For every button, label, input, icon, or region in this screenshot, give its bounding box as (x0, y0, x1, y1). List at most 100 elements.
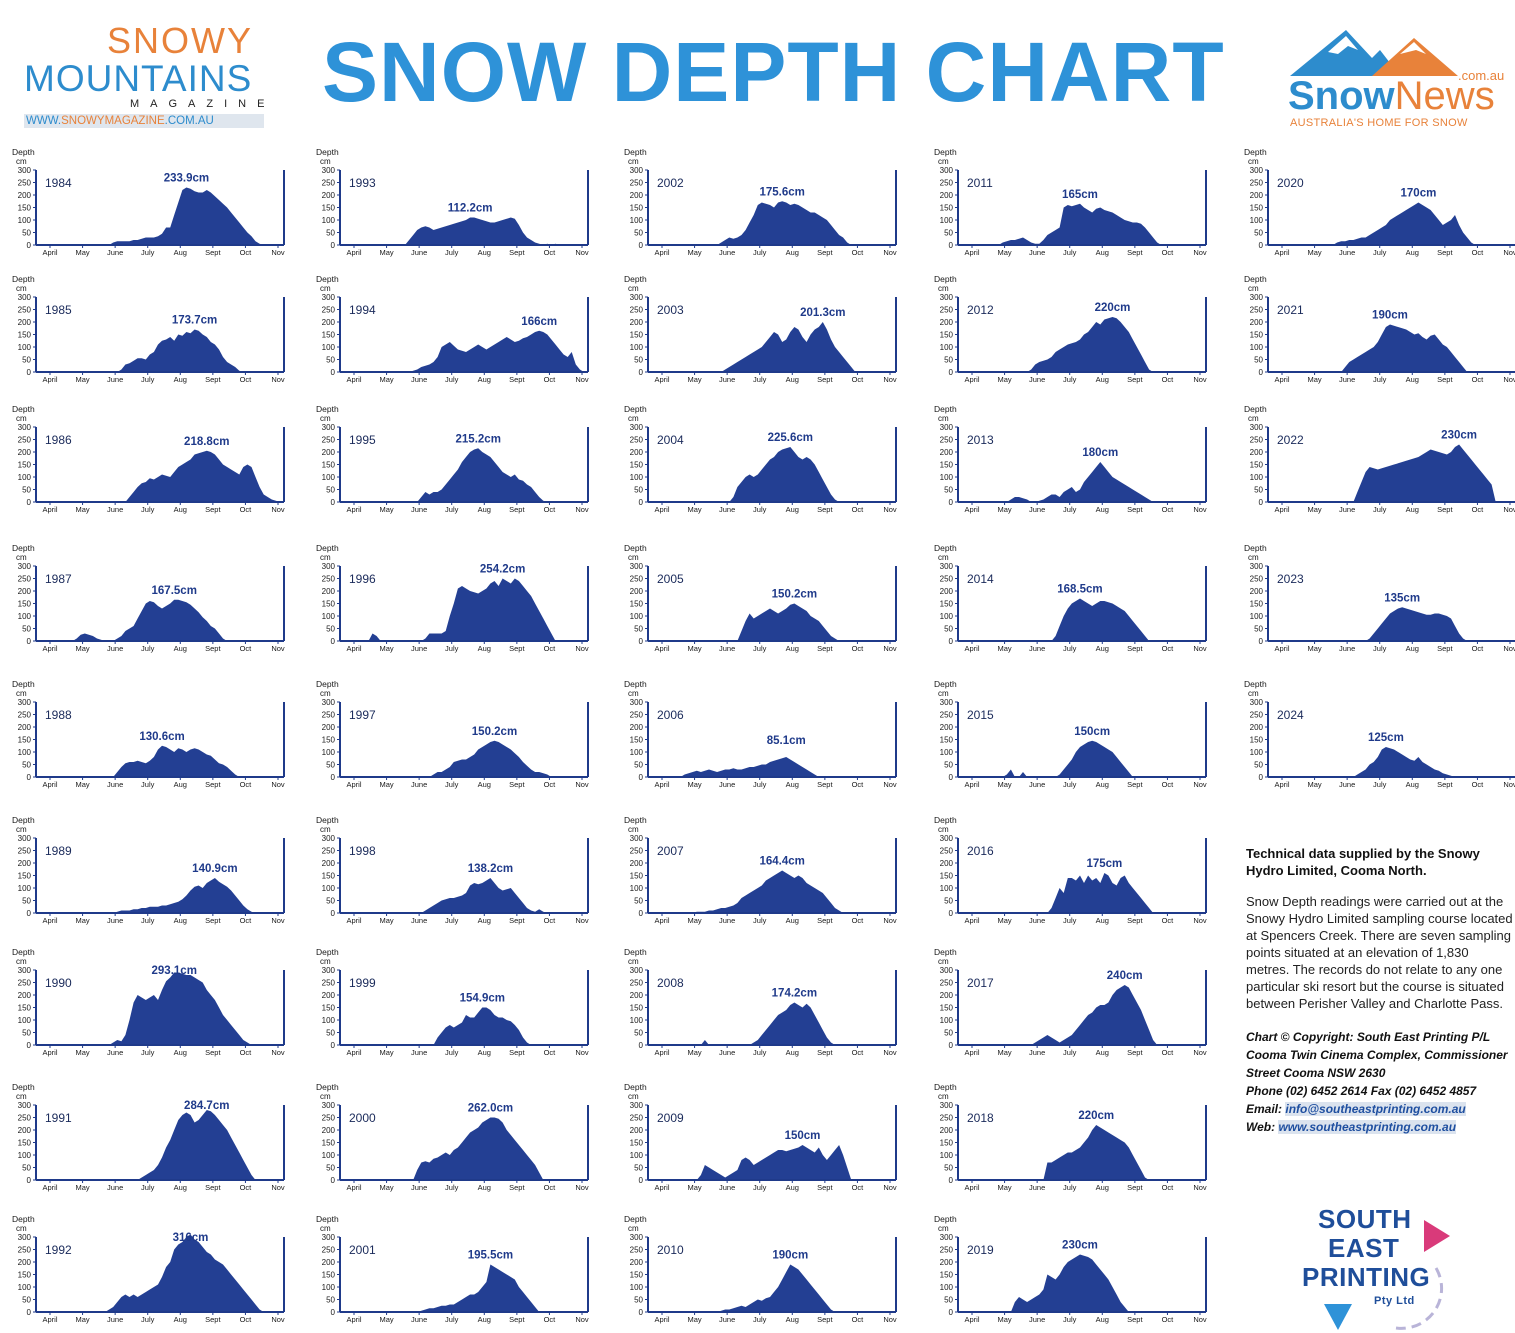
chart-peak-label: 190cm (772, 1250, 808, 1262)
snow-depth-area (958, 203, 1206, 245)
chart-yunit: cm (628, 825, 639, 834)
y-tick-label: 250 (322, 1114, 336, 1123)
y-tick-label: 100 (1250, 612, 1264, 621)
y-tick-label: 100 (940, 612, 954, 621)
snow-depth-area (36, 1234, 284, 1312)
y-tick-label: 150 (940, 600, 954, 609)
y-tick-label: 150 (322, 1139, 336, 1148)
chart-yunit: cm (320, 825, 331, 834)
y-tick-label: 100 (940, 1283, 954, 1292)
y-tick-label: 250 (1250, 436, 1264, 445)
y-tick-label: 0 (1259, 637, 1264, 646)
x-tick-label: July (753, 375, 767, 384)
x-tick-label: Aug (174, 505, 187, 514)
y-tick-label: 0 (331, 1176, 336, 1185)
y-tick-label: 200 (322, 1126, 336, 1135)
y-tick-label: 250 (322, 847, 336, 856)
y-tick-label: 300 (18, 293, 32, 302)
y-tick-label: 100 (630, 343, 644, 352)
x-tick-label: Aug (478, 375, 491, 384)
chart-year: 2007 (657, 844, 684, 858)
chart-year: 2022 (1277, 433, 1304, 447)
x-tick-label: July (1063, 644, 1077, 653)
x-tick-label: April (42, 1315, 57, 1324)
chart-year: 2023 (1277, 572, 1304, 586)
x-tick-label: June (719, 916, 735, 925)
y-tick-label: 50 (944, 625, 953, 634)
x-tick-label: Oct (240, 780, 253, 789)
x-tick-label: Nov (271, 644, 285, 653)
x-tick-label: May (997, 1048, 1011, 1057)
x-tick-label: July (753, 1048, 767, 1057)
chart-ylabel: Depth (624, 679, 647, 689)
y-tick-label: 300 (322, 698, 336, 707)
y-tick-label: 300 (18, 423, 32, 432)
x-tick-label: Aug (478, 1048, 491, 1057)
y-tick-label: 150 (1250, 736, 1264, 745)
y-tick-label: 100 (322, 748, 336, 757)
logo-url-highlight: SNOWYMAGAZINE (61, 115, 165, 127)
chart-yunit: cm (628, 1092, 639, 1101)
snow-depth-area (648, 603, 896, 641)
x-tick-label: July (753, 1183, 767, 1192)
x-tick-label: May (75, 375, 89, 384)
y-tick-label: 100 (1250, 473, 1264, 482)
snow-depth-area (958, 317, 1206, 372)
snow-depth-area (36, 972, 284, 1045)
x-tick-label: Sept (1127, 1048, 1143, 1057)
y-tick-label: 50 (634, 1164, 643, 1173)
chart-year: 1991 (45, 1111, 72, 1125)
snownews-news: News (1394, 74, 1495, 118)
y-tick-label: 50 (944, 486, 953, 495)
x-tick-label: June (107, 1183, 123, 1192)
chart-yunit: cm (320, 414, 331, 423)
y-tick-label: 150 (630, 204, 644, 213)
chart-yunit: cm (938, 414, 949, 423)
x-tick-label: May (75, 1183, 89, 1192)
snow-depth-area (340, 217, 588, 245)
y-tick-label: 100 (940, 1016, 954, 1025)
chart-peak-label: 293.1cm (152, 965, 197, 977)
x-tick-label: Aug (1096, 780, 1109, 789)
chart-yunit: cm (16, 825, 27, 834)
y-tick-label: 150 (18, 331, 32, 340)
y-tick-label: 150 (322, 600, 336, 609)
x-tick-label: Aug (174, 1183, 187, 1192)
chart-year: 2012 (967, 303, 994, 317)
y-tick-label: 250 (322, 711, 336, 720)
x-tick-label: Aug (174, 780, 187, 789)
x-tick-label: Aug (786, 644, 799, 653)
y-tick-label: 300 (630, 698, 644, 707)
x-tick-label: Aug (1406, 644, 1419, 653)
x-tick-label: June (107, 1315, 123, 1324)
x-tick-label: Aug (1096, 1315, 1109, 1324)
x-tick-label: Oct (544, 780, 557, 789)
y-tick-label: 250 (18, 711, 32, 720)
x-tick-label: Aug (174, 644, 187, 653)
x-tick-label: Nov (575, 916, 589, 925)
chart-yunit: cm (938, 1092, 949, 1101)
y-tick-label: 50 (22, 1296, 31, 1305)
x-tick-label: Sept (205, 780, 221, 789)
chart-year: 2000 (349, 1111, 376, 1125)
chart-year: 1998 (349, 844, 376, 858)
chart-peak-label: 225.6cm (768, 432, 813, 444)
chart-ylabel: Depth (12, 147, 35, 157)
web-link[interactable]: www.southeastprinting.com.au (1278, 1120, 1457, 1134)
x-tick-label: Nov (1193, 248, 1207, 257)
y-tick-label: 250 (630, 575, 644, 584)
y-tick-label: 0 (639, 909, 644, 918)
y-tick-label: 0 (331, 1041, 336, 1050)
x-tick-label: Sept (205, 375, 221, 384)
x-tick-label: June (411, 375, 427, 384)
y-tick-label: 300 (322, 966, 336, 975)
email-link[interactable]: info@southeastprinting.com.au (1285, 1102, 1466, 1116)
snow-depth-area (340, 1264, 588, 1312)
chart-peak-label: 138.2cm (468, 863, 513, 875)
chart-peak-label: 173.7cm (172, 315, 217, 327)
chart-ylabel: Depth (316, 543, 339, 553)
y-tick-label: 300 (940, 1101, 954, 1110)
chart-ylabel: Depth (934, 1082, 957, 1092)
chart-year: 2009 (657, 1111, 684, 1125)
